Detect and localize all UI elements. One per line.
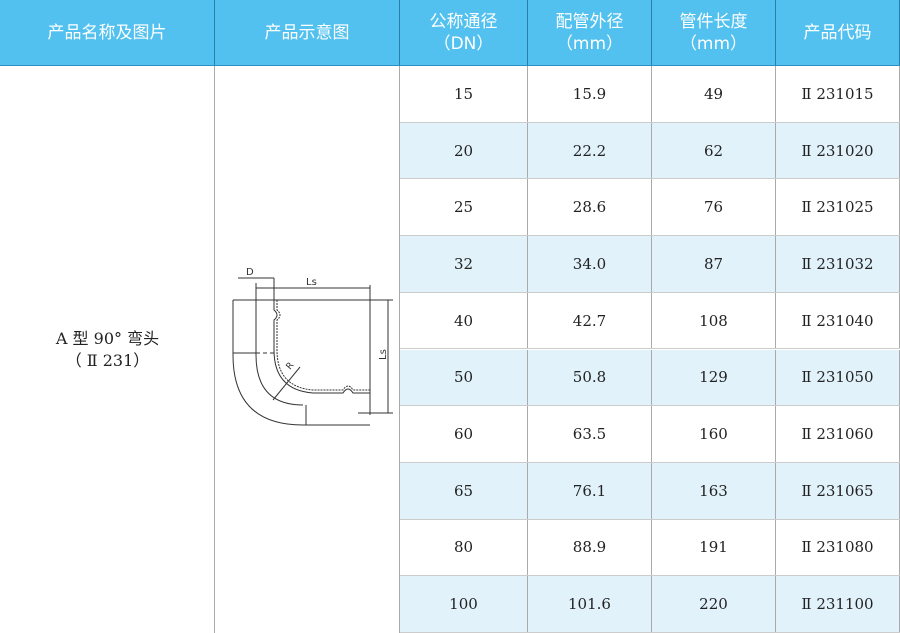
column-header-text: 产品示意图: [264, 22, 350, 43]
table-row: 25 28.6 76 Ⅱ 231025: [400, 179, 900, 237]
column-header-text: 管件长度: [679, 11, 748, 32]
table-row: 32 34.0 87 Ⅱ 231032: [400, 236, 900, 293]
cell-code: Ⅱ 231015: [776, 66, 900, 122]
cell-length: 220: [652, 576, 776, 632]
cell-dn: 20: [400, 122, 528, 179]
column-divider: [215, 66, 400, 633]
column-header: 管件长度 （mm）: [652, 0, 776, 65]
cell-od: 22.2: [528, 122, 652, 179]
cell-length: 87: [652, 236, 776, 292]
cell-dn: 100: [400, 576, 528, 632]
cell-od: 76.1: [528, 462, 652, 519]
column-header-text: 产品代码: [803, 22, 872, 43]
column-header-text: （mm）: [555, 33, 624, 54]
column-header-text: （mm）: [679, 33, 748, 54]
product-name: A 型 90° 弯头: [55, 328, 160, 348]
column-header-text: （DN）: [433, 33, 494, 54]
table-row: 65 76.1 163 Ⅱ 231065: [400, 462, 900, 520]
table-row: 60 63.5 160 Ⅱ 231060: [400, 406, 900, 463]
cell-dn: 65: [400, 462, 528, 519]
cell-length: 76: [652, 179, 776, 236]
table-header: 产品名称及图片 产品示意图 公称通径 （DN） 配管外径 （mm） 管件长度 （mm） 产品代码: [0, 0, 900, 66]
cell-code: Ⅱ 231025: [776, 179, 900, 236]
column-header-text: 配管外径: [555, 11, 624, 32]
label-ls-top: Ls: [306, 277, 317, 288]
cell-od: 63.5: [528, 406, 652, 462]
cell-od: 28.6: [528, 179, 652, 236]
label-ls-side: Ls: [378, 349, 389, 360]
table-row: 100 101.6 220 Ⅱ 231100: [400, 576, 900, 633]
column-header: 产品名称及图片: [0, 0, 215, 65]
cell-od: 101.6: [528, 576, 652, 632]
cell-length: 160: [652, 406, 776, 462]
cell-od: 42.7: [528, 292, 652, 349]
elbow-diagram: D Ls Ls R: [232, 267, 393, 426]
cell-od: 15.9: [528, 66, 652, 122]
column-header: 产品代码: [776, 0, 900, 65]
cell-code: Ⅱ 231100: [776, 576, 900, 632]
cell-od: 50.8: [528, 349, 652, 406]
label-d: D: [246, 267, 254, 278]
product-name-cell: A 型 90° 弯头 （ Ⅱ 231）: [0, 66, 215, 633]
table-row: 20 22.2 62 Ⅱ 231020: [400, 122, 900, 180]
column-header: 配管外径 （mm）: [528, 0, 652, 65]
cell-code: Ⅱ 231040: [776, 292, 900, 349]
cell-length: 62: [652, 122, 776, 179]
cell-dn: 40: [400, 292, 528, 349]
cell-code: Ⅱ 231080: [776, 519, 900, 576]
label-r: R: [285, 361, 297, 372]
cell-od: 88.9: [528, 519, 652, 576]
cell-code: Ⅱ 231020: [776, 122, 900, 179]
cell-dn: 60: [400, 406, 528, 462]
cell-dn: 80: [400, 519, 528, 576]
table-row: 40 42.7 108 Ⅱ 231040: [400, 292, 900, 350]
cell-length: 108: [652, 292, 776, 349]
table-row: 80 88.9 191 Ⅱ 231080: [400, 519, 900, 577]
cell-length: 191: [652, 519, 776, 576]
column-header-text: 产品名称及图片: [47, 22, 167, 43]
column-header: 产品示意图: [215, 0, 400, 65]
table-row: 50 50.8 129 Ⅱ 231050: [400, 349, 900, 407]
cell-code: Ⅱ 231065: [776, 462, 900, 519]
cell-code: Ⅱ 231050: [776, 349, 900, 406]
cell-dn: 15: [400, 66, 528, 122]
column-header: 公称通径 （DN）: [400, 0, 528, 65]
product-code-group: （ Ⅱ 231）: [65, 350, 150, 370]
table-row: 15 15.9 49 Ⅱ 231015: [400, 66, 900, 123]
column-header-text: 公称通径: [429, 11, 498, 32]
cell-length: 163: [652, 462, 776, 519]
cell-length: 49: [652, 66, 776, 122]
cell-code: Ⅱ 231060: [776, 406, 900, 462]
cell-dn: 50: [400, 349, 528, 406]
cell-code: Ⅱ 231032: [776, 236, 900, 292]
cell-length: 129: [652, 349, 776, 406]
cell-od: 34.0: [528, 236, 652, 292]
cell-dn: 32: [400, 236, 528, 292]
cell-dn: 25: [400, 179, 528, 236]
column-divider: [0, 66, 215, 633]
